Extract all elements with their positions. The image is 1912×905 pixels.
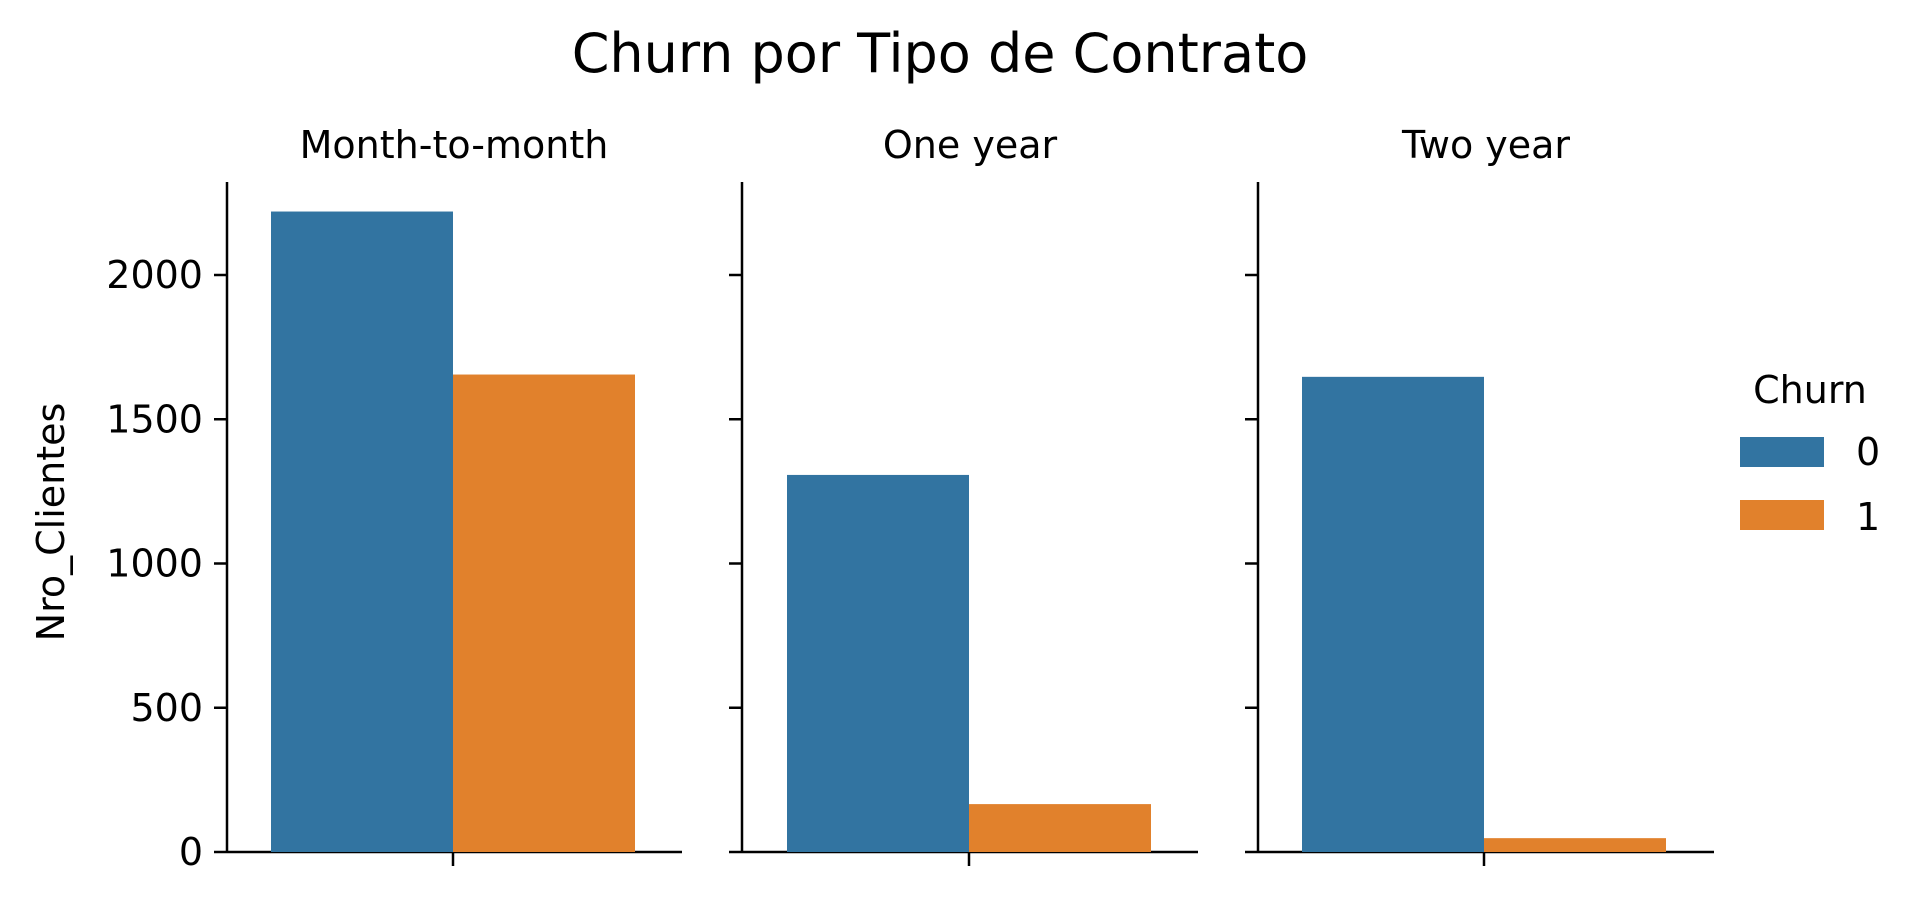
facet-title-one-year: One year — [883, 123, 1058, 167]
chart-title: Churn por Tipo de Contrato — [572, 22, 1309, 85]
y-tick-label-1000: 1000 — [106, 542, 203, 586]
chart-marks: 0 500 1000 1500 2000 — [106, 182, 1714, 874]
y-tick-label-2000: 2000 — [106, 253, 203, 297]
legend-swatch-1 — [1740, 500, 1824, 530]
facet-two-year: Two year — [1401, 123, 1570, 167]
facet-month-to-month: Month-to-month — [300, 123, 609, 167]
bar-month-to-month-churn-0 — [271, 211, 453, 852]
facet-title-month-to-month: Month-to-month — [300, 123, 609, 167]
y-axis-label: Nro_Clientes — [29, 403, 73, 642]
bar-one-year-churn-1 — [969, 804, 1151, 852]
legend-label-0: 0 — [1856, 430, 1880, 474]
bar-two-year-churn-1 — [1484, 838, 1666, 852]
facet-title-two-year: Two year — [1401, 123, 1570, 167]
bar-month-to-month-churn-1 — [453, 374, 635, 852]
y-tick-label-500: 500 — [130, 686, 203, 730]
bar-two-year-churn-0 — [1302, 376, 1484, 852]
y-tick-label-0: 0 — [179, 830, 203, 874]
facet-one-year: One year — [883, 123, 1058, 167]
bar-one-year-churn-0 — [787, 474, 969, 852]
legend-title: Churn — [1753, 368, 1867, 412]
legend-label-1: 1 — [1856, 495, 1880, 539]
legend-swatch-0 — [1740, 437, 1824, 467]
y-tick-label-1500: 1500 — [106, 397, 203, 441]
legend: Churn 0 1 — [1740, 368, 1880, 539]
